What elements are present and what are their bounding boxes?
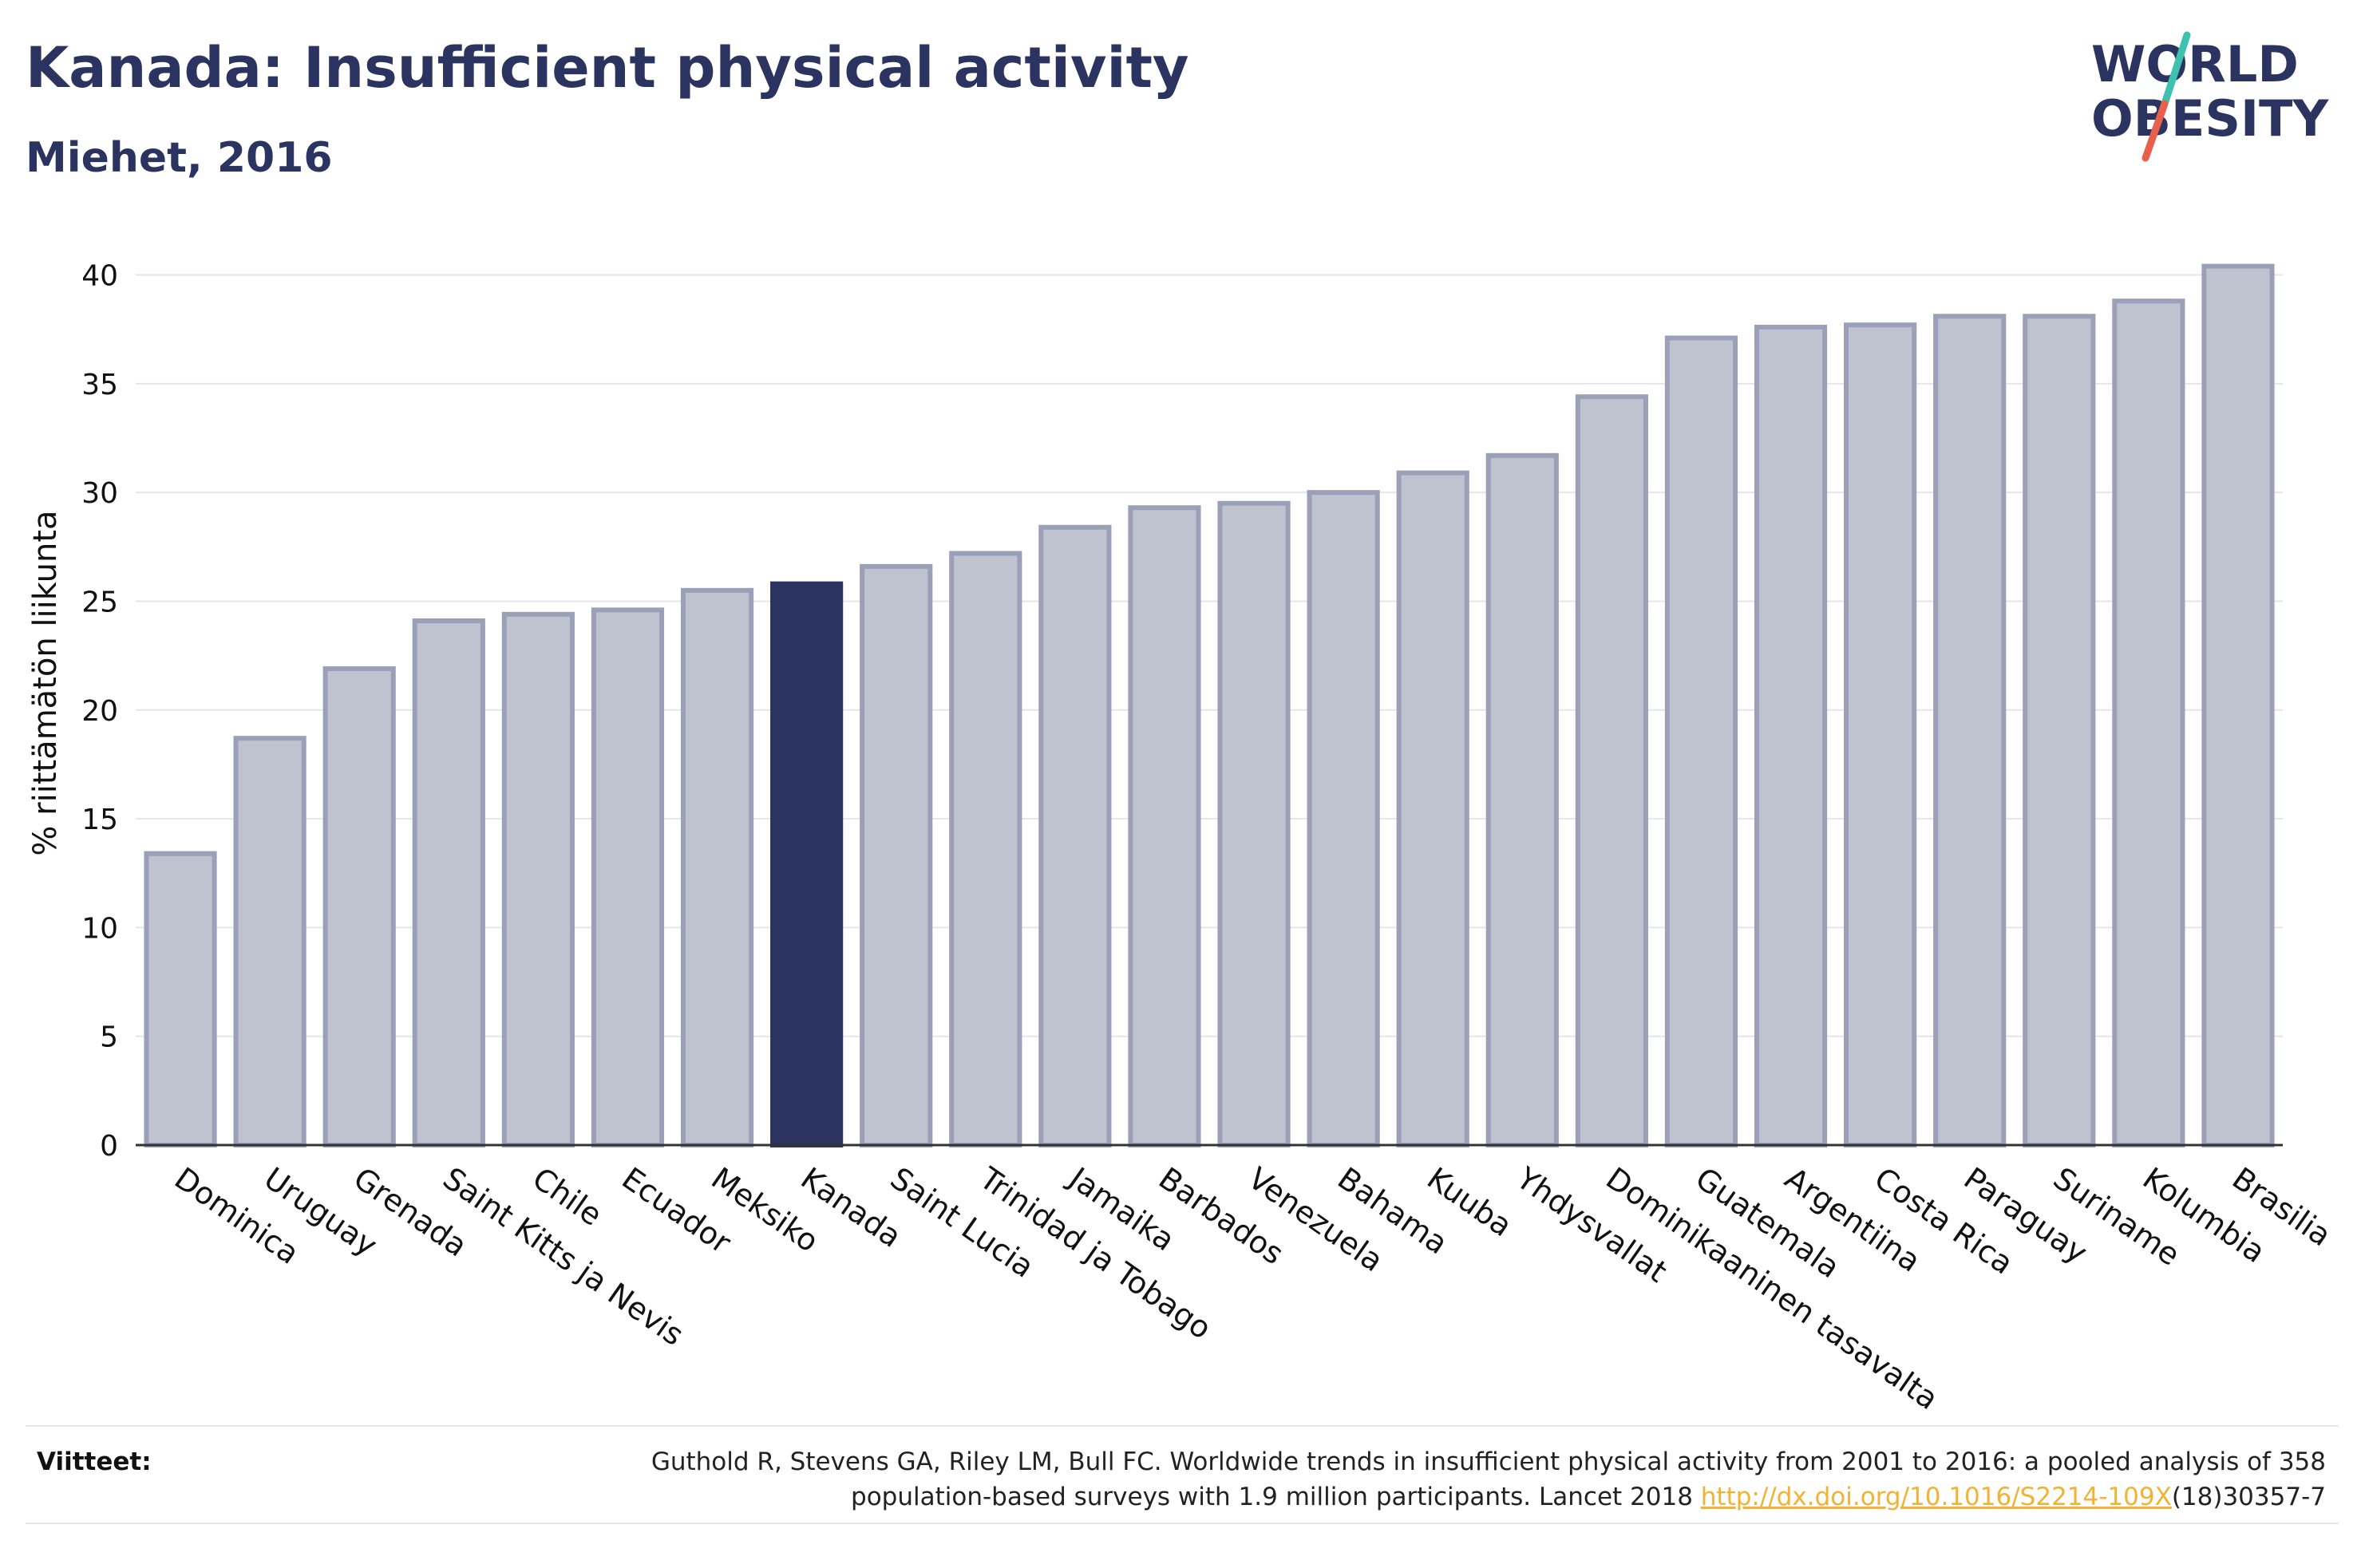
bar bbox=[1128, 505, 1201, 1147]
logo-slash-top bbox=[2161, 31, 2191, 108]
logo-text-world: WORLD bbox=[2091, 35, 2299, 93]
bar bbox=[1575, 394, 1648, 1147]
bar bbox=[501, 611, 575, 1147]
y-tick-label: 35 bbox=[81, 369, 118, 401]
x-tick-label: Yhdysvallat bbox=[1509, 1160, 1673, 1290]
logo-slash-bottom bbox=[2142, 100, 2169, 162]
bar-highlight bbox=[770, 581, 844, 1147]
footer-divider-top bbox=[26, 1425, 2339, 1427]
bar bbox=[1844, 322, 1917, 1147]
logo-text-obesity: OBESITY bbox=[2091, 89, 2329, 148]
citation-line2-suffix: (18)30357-7 bbox=[2171, 1483, 2326, 1511]
bar bbox=[1754, 324, 1828, 1147]
y-tick-label: 25 bbox=[81, 586, 118, 618]
citation-line1: Guthold R, Stevens GA, Riley LM, Bull FC… bbox=[651, 1448, 2326, 1476]
footer-label: Viitteet: bbox=[37, 1448, 152, 1476]
y-tick-label: 0 bbox=[100, 1130, 118, 1163]
bar bbox=[2201, 263, 2275, 1148]
bar bbox=[1933, 314, 2007, 1148]
bar bbox=[1038, 524, 1112, 1147]
bar-chart: 0510152025303540DominicaUruguayGrenadaSa… bbox=[27, 260, 2338, 1417]
y-tick-label: 30 bbox=[81, 477, 118, 510]
citation-line2-prefix: population-based surveys with 1.9 millio… bbox=[851, 1483, 1701, 1511]
footer-divider-bottom bbox=[26, 1523, 2339, 1524]
bar bbox=[1664, 335, 1738, 1148]
y-axis-label: % riittämätön liikunta bbox=[27, 510, 64, 855]
bar bbox=[412, 618, 485, 1147]
bar bbox=[1396, 470, 1469, 1147]
bar bbox=[322, 666, 396, 1147]
y-tick-label: 20 bbox=[81, 695, 118, 728]
chart-title: Kanada: Insufficient physical activity bbox=[26, 35, 1189, 101]
bar bbox=[680, 587, 754, 1147]
bars-layer bbox=[144, 263, 2275, 1148]
y-tick-label: 10 bbox=[81, 912, 118, 945]
y-tick-label: 5 bbox=[100, 1021, 118, 1054]
world-obesity-logo: WORLD OBESITY bbox=[2091, 31, 2329, 162]
y-tick-label: 40 bbox=[81, 260, 118, 293]
bar bbox=[949, 551, 1022, 1147]
citation-doi-link[interactable]: http://dx.doi.org/10.1016/S2214-109X bbox=[1700, 1483, 2172, 1511]
bar bbox=[2112, 298, 2185, 1148]
bar bbox=[591, 607, 665, 1147]
bar bbox=[860, 563, 933, 1147]
footer-citation: Guthold R, Stevens GA, Riley LM, Bull FC… bbox=[490, 1444, 2326, 1515]
bar bbox=[1217, 500, 1291, 1147]
bar bbox=[1485, 452, 1559, 1147]
bar bbox=[144, 851, 217, 1147]
bar bbox=[233, 736, 306, 1147]
chart-subtitle: Miehet, 2016 bbox=[26, 134, 333, 182]
bar bbox=[1307, 490, 1380, 1147]
y-tick-label: 15 bbox=[81, 804, 118, 836]
bar bbox=[2023, 314, 2096, 1148]
grid-layer bbox=[136, 274, 2283, 1037]
